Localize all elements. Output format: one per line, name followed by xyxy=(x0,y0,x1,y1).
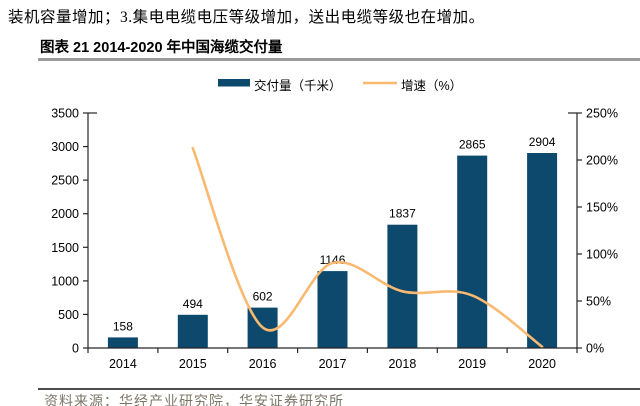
bar-value-label: 602 xyxy=(253,290,273,304)
growth-line xyxy=(191,146,544,348)
y-axis-right-tick-label: 50% xyxy=(586,295,611,309)
y-axis-left-tick-label: 2500 xyxy=(51,174,79,188)
chart-title: 图表 21 2014-2020 年中国海缆交付量 xyxy=(40,40,283,56)
body-text: 装机容量增加；3.集电电缆电压等级增加，送出电缆等级也在增加。 xyxy=(8,9,485,26)
y-axis-right-tick-label: 100% xyxy=(586,248,618,262)
y-axis-left-tick-label: 0 xyxy=(72,342,79,356)
x-axis-category-label: 2018 xyxy=(388,357,416,371)
source-note: 资料来源：华经产业研究院，华安证券研究所 xyxy=(44,395,344,406)
bar xyxy=(527,153,558,348)
y-axis-left-tick-label: 1500 xyxy=(51,241,79,255)
bar-value-label: 1837 xyxy=(389,207,416,221)
bar xyxy=(107,337,138,348)
title-divider xyxy=(38,58,640,61)
y-axis-right-tick-label: 0% xyxy=(586,342,604,356)
bar xyxy=(457,155,488,348)
x-axis-category-label: 2019 xyxy=(458,357,486,371)
y-axis-right-tick-label: 250% xyxy=(586,107,618,121)
x-axis-category-label: 2014 xyxy=(109,357,137,371)
legend-bar-swatch xyxy=(218,79,250,87)
x-axis-category-label: 2016 xyxy=(249,357,277,371)
x-axis-category-label: 2017 xyxy=(319,357,347,371)
bar-value-label: 494 xyxy=(183,297,203,311)
bar-value-label: 2865 xyxy=(459,138,486,152)
y-axis-right-tick-label: 200% xyxy=(586,154,618,168)
y-axis-left-tick-label: 3500 xyxy=(51,107,79,121)
bar-value-label: 2904 xyxy=(529,135,556,149)
bar xyxy=(317,271,348,348)
bar-value-label: 158 xyxy=(113,319,133,333)
footer-divider xyxy=(38,388,640,390)
y-axis-left-tick-label: 3000 xyxy=(51,140,79,154)
bar-value-label: 1146 xyxy=(320,253,346,267)
delivery-volume-combo-chart: 158 494 602 1146 1837 2865 2904 0 500 1000 1500 200… xyxy=(51,78,618,371)
legend-bar-label: 交付量（千米） xyxy=(254,78,342,93)
y-axis-left-tick-label: 2000 xyxy=(51,207,79,221)
y-axis-right-tick-label: 150% xyxy=(586,201,618,215)
y-axis-left-tick-label: 1000 xyxy=(51,274,79,288)
legend-line-label: 增速（%） xyxy=(401,78,462,93)
x-axis-category-label: 2015 xyxy=(179,357,207,371)
bar xyxy=(177,314,208,348)
x-axis-category-label: 2020 xyxy=(528,357,556,371)
y-axis-left-tick-label: 500 xyxy=(58,308,79,322)
